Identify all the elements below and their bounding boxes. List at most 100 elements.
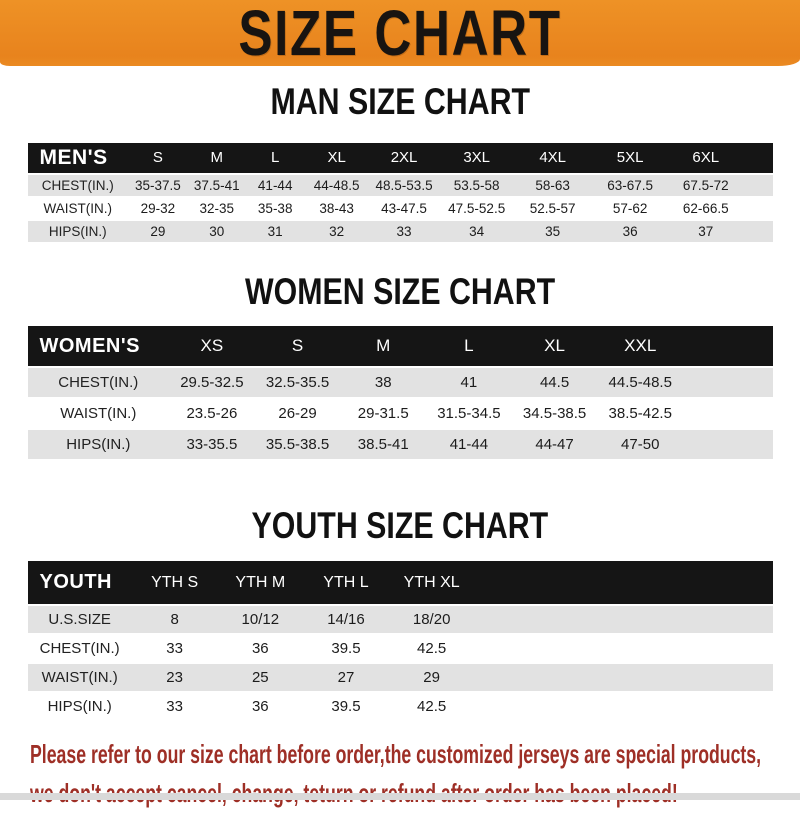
- row-filler: [474, 664, 772, 691]
- size-cell: 36: [251, 698, 269, 716]
- column-header: 6XL: [692, 149, 720, 167]
- size-cell: 31.5-34.5: [437, 405, 501, 423]
- row-label: CHEST(IN.): [58, 374, 139, 392]
- size-cell: 42.5: [417, 640, 447, 658]
- table-corner-label: YOUTH: [39, 571, 112, 594]
- youth-size-chart-heading-text: YOUTH SIZE CHART: [251, 505, 549, 547]
- size-cell: 29-31.5: [357, 405, 409, 423]
- table-row: CHEST(IN.) 29.5-32.5 32.5-35.5 38 41 44.5 44.5…: [27, 368, 773, 398]
- womens-size-table: WOMEN'S XS S M L XL XXL CHEST(IN.) 29.5-32.5 32.5…: [27, 324, 773, 461]
- size-cell: 32.5-35.5: [265, 374, 330, 392]
- row-label: HIPS(IN.): [48, 223, 107, 239]
- size-cell: 42.5: [417, 698, 447, 716]
- column-header: L: [464, 336, 474, 356]
- size-cell: 29: [423, 669, 440, 687]
- table-row: HIPS(IN.) 33 36 39.5 42.5: [27, 693, 773, 721]
- column-header: XL: [327, 149, 346, 167]
- table-corner-label: WOMEN'S: [39, 334, 140, 357]
- size-cell: 33-35.5: [186, 436, 238, 454]
- size-cell: 57-62: [612, 200, 648, 216]
- row-filler: [683, 368, 772, 397]
- size-cell: 35: [545, 223, 561, 239]
- row-label: WAIST(IN.): [41, 669, 118, 687]
- row-label: U.S.SIZE: [48, 611, 111, 629]
- row-filler: [743, 175, 773, 196]
- row-filler: [474, 635, 772, 662]
- size-cell: 29.5-32.5: [180, 374, 244, 392]
- size-cell: 47-50: [621, 436, 660, 454]
- table-corner-label: MEN'S: [39, 145, 108, 169]
- size-cell: 33: [166, 640, 183, 658]
- size-cell: 41-44: [449, 436, 489, 454]
- size-cell: 10/12: [241, 611, 280, 629]
- bottom-edge-strip: [0, 793, 800, 800]
- size-cell: 58-63: [535, 177, 570, 193]
- column-header: S: [152, 149, 163, 167]
- size-cell: 62-66.5: [682, 200, 729, 216]
- column-header: YTH S: [151, 573, 199, 591]
- row-filler: [743, 221, 773, 242]
- youth-size-chart-heading: YOUTH SIZE CHART: [0, 506, 800, 547]
- disclaimer-line-1-text: Please refer to our size chart before or…: [30, 739, 762, 770]
- size-cell: 14/16: [327, 611, 365, 629]
- size-cell: 36: [622, 223, 638, 239]
- size-cell: 8: [170, 611, 179, 629]
- column-header: S: [291, 336, 304, 356]
- table-row: HIPS(IN.) 29 30 31 32 33 34 35 36 37: [27, 220, 773, 242]
- size-cell: 33: [166, 698, 183, 716]
- size-cell: 34.5-38.5: [522, 405, 587, 423]
- column-header: M: [210, 149, 223, 167]
- size-cell: 44-48.5: [313, 177, 360, 193]
- row-filler: [474, 693, 772, 720]
- size-cell: 67.5-72: [682, 177, 729, 193]
- size-cell: 52.5-57: [529, 200, 576, 216]
- size-cell: 34: [469, 223, 485, 239]
- size-cell: 41: [460, 374, 478, 392]
- women-size-chart-heading-text: WOMEN SIZE CHART: [244, 270, 556, 312]
- row-label: WAIST(IN.): [60, 405, 137, 423]
- size-cell: 30: [209, 223, 225, 239]
- row-label: HIPS(IN.): [66, 436, 131, 454]
- header-filler: [474, 561, 772, 604]
- row-filler: [683, 430, 772, 459]
- order-disclaimer: Please refer to our size chart before or…: [30, 737, 800, 815]
- column-header: M: [376, 336, 391, 356]
- size-cell: 32: [329, 223, 345, 239]
- size-cell: 48.5-53.5: [375, 177, 433, 193]
- size-cell: 39.5: [331, 698, 361, 716]
- row-filler: [743, 198, 773, 219]
- size-cell: 47.5-52.5: [448, 200, 506, 216]
- size-cell: 23.5-26: [186, 405, 238, 423]
- size-cell: 29-32: [140, 200, 176, 216]
- size-chart-banner: SIZE CHART: [0, 0, 800, 66]
- header-filler: [743, 143, 773, 173]
- column-header: 3XL: [463, 149, 491, 167]
- row-filler: [683, 399, 772, 428]
- women-size-chart-heading: WOMEN SIZE CHART: [0, 270, 800, 313]
- column-header: 5XL: [616, 149, 644, 167]
- mens-size-table: MEN'S S M L XL 2XL 3XL 4XL 5XL 6XL CHEST(IN.) 35-37…: [27, 141, 773, 244]
- row-filler: [474, 606, 772, 633]
- table-row: CHEST(IN.) 33 36 39.5 42.5: [27, 635, 773, 663]
- size-cell: 36: [251, 640, 269, 658]
- size-cell: 39.5: [331, 640, 361, 658]
- size-cell: 38: [374, 374, 392, 392]
- row-label: CHEST(IN.): [39, 640, 120, 658]
- size-cell: 23: [166, 669, 183, 687]
- size-cell: 63-67.5: [607, 177, 654, 193]
- table-header-row: WOMEN'S XS S M L XL XXL: [27, 326, 773, 367]
- size-cell: 31: [267, 223, 283, 239]
- table-header-row: MEN'S S M L XL 2XL 3XL 4XL 5XL 6XL: [27, 142, 773, 173]
- column-header: 4XL: [539, 149, 567, 167]
- column-header: XXL: [624, 336, 657, 356]
- size-cell: 27: [337, 669, 355, 687]
- size-cell: 33: [396, 223, 412, 239]
- size-cell: 41-44: [257, 177, 293, 193]
- men-size-section: MAN SIZE CHART MEN'S S M L XL 2XL 3XL 4XL 5XL 6XL…: [0, 81, 800, 244]
- size-cell: 18/20: [412, 611, 451, 629]
- table-row: CHEST(IN.) 35-37.5 37.5-41 41-44 44-48.5 48.5…: [27, 174, 773, 196]
- column-header: 2XL: [390, 149, 418, 167]
- row-label: HIPS(IN.): [47, 698, 112, 716]
- disclaimer-line-1: Please refer to our size chart before or…: [30, 737, 800, 776]
